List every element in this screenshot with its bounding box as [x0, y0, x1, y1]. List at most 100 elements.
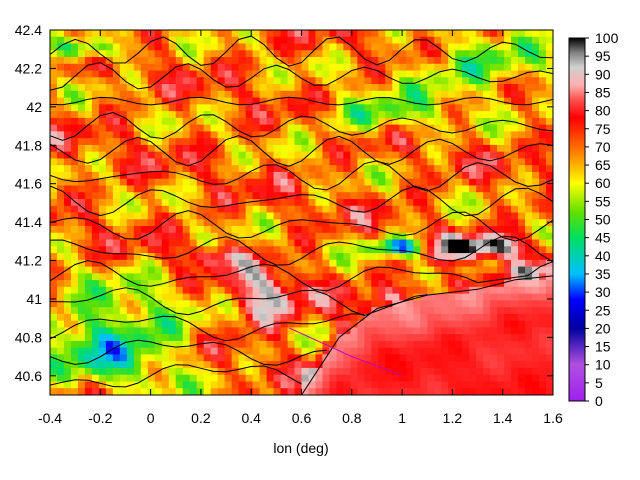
heatmap-cell	[126, 300, 135, 308]
heatmap-cell	[189, 381, 198, 389]
heatmap-cell	[168, 340, 177, 349]
heatmap-cell	[238, 124, 247, 132]
heatmap-cell	[56, 361, 65, 369]
heatmap-cell	[50, 374, 58, 383]
heatmap-cell	[525, 151, 533, 160]
heatmap-cell	[126, 138, 135, 146]
heatmap-cell	[280, 367, 289, 376]
heatmap-cell	[182, 219, 191, 227]
colorbar-tick-label: 85	[595, 84, 611, 100]
heatmap-cell	[133, 219, 142, 227]
heatmap-cell	[140, 30, 149, 38]
heatmap-cell	[231, 70, 240, 78]
heatmap-cell	[392, 178, 400, 187]
heatmap-cell	[434, 280, 442, 288]
heatmap-cell	[504, 226, 512, 234]
heatmap-cell	[350, 151, 358, 160]
heatmap-cell	[189, 300, 198, 308]
heatmap-cell	[224, 273, 233, 281]
heatmap-cell	[105, 259, 114, 268]
heatmap-cell	[315, 280, 324, 288]
heatmap-cell	[217, 253, 226, 261]
heatmap-cell	[217, 300, 226, 308]
heatmap-cell	[203, 90, 212, 99]
heatmap-cell	[329, 144, 338, 153]
heatmap-cell	[280, 57, 289, 65]
heatmap-cell	[224, 226, 233, 234]
heatmap-cell	[70, 138, 79, 146]
heatmap-cell	[105, 232, 114, 241]
heatmap-cell	[364, 253, 372, 261]
heatmap-cell	[420, 111, 428, 119]
heatmap-cell	[364, 178, 372, 187]
heatmap-cell	[231, 198, 240, 207]
heatmap-cell	[518, 36, 526, 45]
heatmap-cell	[518, 97, 526, 105]
heatmap-cell	[273, 171, 282, 180]
heatmap-cell	[308, 246, 317, 254]
heatmap-cell	[50, 104, 58, 112]
heatmap-cell	[217, 205, 226, 214]
heatmap-cell	[77, 124, 86, 132]
heatmap-cell	[126, 124, 135, 132]
heatmap-cell	[238, 117, 247, 126]
heatmap-cell	[413, 340, 421, 349]
heatmap-cell	[203, 334, 212, 342]
heatmap-cell	[189, 313, 198, 322]
heatmap-cell	[147, 30, 156, 38]
heatmap-cell	[399, 131, 407, 139]
colorbar-tick-label: 65	[595, 157, 611, 173]
heatmap-cell	[245, 171, 254, 180]
heatmap-cell	[196, 43, 205, 51]
heatmap-cell	[336, 226, 345, 234]
heatmap-cell	[50, 239, 58, 247]
heatmap-cell	[231, 178, 240, 187]
heatmap-cell	[210, 347, 219, 356]
heatmap-cell	[273, 50, 282, 58]
heatmap-cell	[154, 198, 163, 207]
heatmap-cell	[161, 97, 170, 105]
heatmap-cell	[175, 286, 184, 295]
heatmap-cell	[441, 286, 449, 295]
heatmap-cell	[119, 185, 128, 193]
heatmap-cell	[490, 111, 498, 119]
contour-lines	[50, 35, 553, 395]
heatmap-cell	[455, 313, 463, 322]
heatmap-cell	[196, 131, 205, 139]
heatmap-cell	[147, 327, 156, 335]
heatmap-cell	[280, 144, 289, 153]
heatmap-cell	[140, 253, 149, 261]
heatmap-cell	[322, 117, 331, 126]
heatmap-cell	[469, 286, 477, 295]
heatmap-cell	[539, 212, 547, 220]
heatmap-cell	[413, 36, 421, 45]
heatmap-cell	[112, 138, 121, 146]
heatmap-cell	[287, 131, 296, 139]
heatmap-cell	[196, 84, 205, 92]
heatmap-cell	[420, 57, 428, 65]
heatmap-cell	[490, 84, 498, 92]
heatmap-cell	[119, 361, 128, 369]
heatmap-cell	[525, 90, 533, 99]
heatmap-cell	[91, 286, 100, 295]
heatmap-cell	[105, 388, 114, 395]
heatmap-cell	[322, 70, 331, 78]
heatmap-cell	[420, 144, 428, 153]
heatmap-cell	[203, 266, 212, 274]
heatmap-cell	[322, 124, 331, 132]
heatmap-cell	[266, 205, 275, 214]
heatmap-cell	[84, 300, 93, 308]
heatmap-cell	[224, 144, 233, 153]
heatmap-cell	[91, 158, 100, 166]
heatmap-cell	[140, 232, 149, 241]
heatmap-cell	[294, 219, 303, 227]
heatmap-cell	[287, 320, 296, 329]
heatmap-cell	[490, 307, 498, 315]
heatmap-cell	[399, 158, 407, 166]
heatmap-cell	[469, 381, 477, 389]
heatmap-cell	[399, 300, 407, 308]
heatmap-cell	[301, 63, 310, 72]
heatmap-cell	[231, 131, 240, 139]
heatmap-cell	[287, 63, 296, 72]
heatmap-cell	[294, 367, 303, 376]
